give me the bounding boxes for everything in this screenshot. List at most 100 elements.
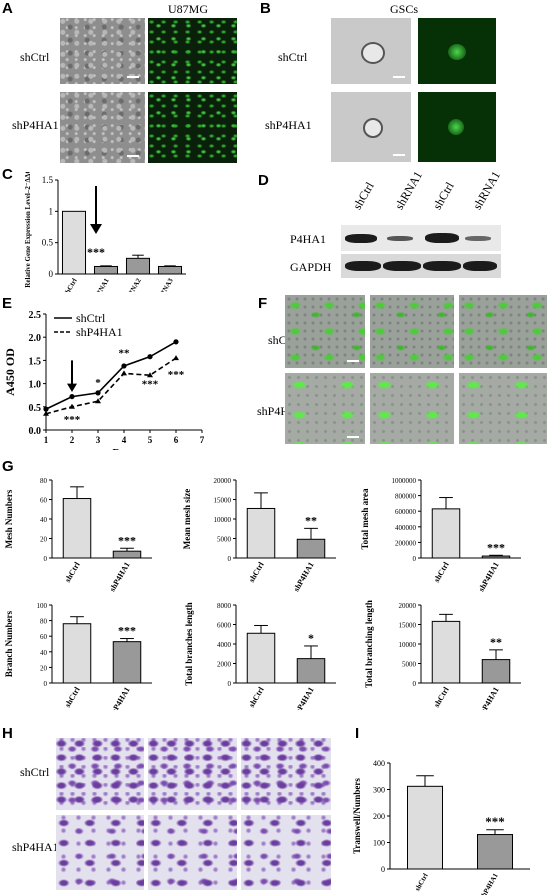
y-axis-label: Total branches length <box>184 602 194 685</box>
panel-label-g: G <box>2 458 14 475</box>
category-label: shRNA3 <box>155 277 175 292</box>
data-point <box>43 410 49 416</box>
category-label: shCtrl <box>432 685 451 709</box>
y-axis-label: Transwell/Numbers <box>352 778 362 854</box>
y-tick-label: 0 <box>44 555 48 563</box>
x-axis-label: Days <box>112 447 136 450</box>
significance-label: *** <box>142 378 159 390</box>
category-label: shP4HA1 <box>479 872 500 895</box>
y-tick-label: 800000 <box>395 493 417 501</box>
y-tick-label: 40 <box>40 649 48 657</box>
y-tick-label: 1.0 <box>29 380 42 391</box>
bar <box>246 632 276 684</box>
category-label: shCtrl <box>247 560 266 584</box>
category-label: shRNA1 <box>91 277 111 292</box>
series-line <box>45 357 177 415</box>
y-tick-label: 1000000 <box>392 477 417 485</box>
y-tick-label: 15000 <box>399 622 417 630</box>
blot-label-gapdh: GAPDH <box>290 260 332 274</box>
legend-label: shP4HA1 <box>76 325 123 339</box>
panel-label-e: E <box>2 295 13 312</box>
y-tick-label: 2.0 <box>29 333 42 344</box>
data-point <box>147 372 153 378</box>
significance-label: * <box>95 377 101 389</box>
bar <box>62 498 92 559</box>
significance-label: *** <box>118 533 136 547</box>
significance-label: *** <box>487 540 505 554</box>
bar <box>431 620 461 684</box>
bar <box>93 265 119 275</box>
panel-a-row-shp4ha1: shP4HA1 <box>12 118 59 132</box>
y-tick-label: 15000 <box>214 497 232 505</box>
category-label: shCtrl <box>247 685 266 709</box>
significance-label: ** <box>490 635 502 649</box>
chart-e: 0.0 0.5 1.0 1.5 2.0 2.5 1 2 3 4 5 6 7 Days A450 OD shCt… <box>3 310 205 450</box>
bar <box>112 641 142 684</box>
blot-band-gapdh <box>341 254 501 278</box>
y-tick-label: 300 <box>373 786 385 795</box>
y-tick-label: 100 <box>37 602 48 610</box>
y-tick-label: 20 <box>40 664 48 672</box>
panel-label-b: B <box>260 0 271 17</box>
y-tick-label: 80 <box>40 618 48 626</box>
blot-lane-label: shCtrl <box>430 179 457 212</box>
y-axis-label: Total mesh area <box>360 488 370 550</box>
category-label: shP4HA1 <box>292 686 316 711</box>
blot-lane-label: shCtrl <box>350 179 377 212</box>
transwell-shp4ha1-2 <box>148 815 237 890</box>
category-label: shP4HA1 <box>477 686 501 711</box>
blot-label-p4ha1: P4HA1 <box>290 232 327 246</box>
bar <box>125 257 151 275</box>
y-tick-label: 0 <box>49 269 54 279</box>
legend-label: shCtrl <box>76 311 106 325</box>
bar <box>477 834 513 870</box>
bar <box>431 508 461 559</box>
x-tick-label: 7 <box>200 435 205 445</box>
y-tick-label: 1.5 <box>42 175 54 185</box>
category-label: shCtrl <box>63 560 82 584</box>
y-tick-label: 0 <box>228 680 232 688</box>
blot-lane-label: shRNA1 <box>470 168 504 212</box>
significance-label: * <box>308 631 314 645</box>
y-tick-label: 400 <box>373 759 385 768</box>
panel-label-f: F <box>258 295 268 312</box>
panel-a-title: U87MG <box>168 2 209 16</box>
y-tick-label: 200000 <box>395 539 417 547</box>
transwell-shctrl-3 <box>241 738 331 810</box>
x-tick-label: 5 <box>148 435 153 445</box>
tube-image-shctrl-2 <box>370 295 454 368</box>
panel-h-row-shctrl: shCtrl <box>20 765 50 779</box>
panel-b-row-shctrl: shCtrl <box>278 50 308 64</box>
y-tick-label: 10000 <box>214 516 232 524</box>
category-label: shCtrl <box>63 685 82 709</box>
gsc-gfp-shp4ha1 <box>418 92 496 162</box>
y-tick-label: 0 <box>381 865 385 874</box>
data-point <box>147 354 153 360</box>
blot-lane-label: shRNA1 <box>392 168 426 212</box>
bar <box>157 265 183 275</box>
y-tick-label: 20000 <box>214 477 232 485</box>
y-tick-label: 1.5 <box>29 356 42 367</box>
x-tick-label: 2 <box>70 435 75 445</box>
y-tick-label: 100 <box>373 839 385 848</box>
x-tick-label: 3 <box>96 435 101 445</box>
series-line <box>45 341 177 410</box>
bar <box>296 538 326 559</box>
x-tick-label: 1 <box>44 435 49 445</box>
data-point <box>95 398 101 404</box>
data-point <box>95 390 101 396</box>
data-point <box>121 363 127 369</box>
gsc-brightfield-shctrl <box>331 18 411 84</box>
y-tick-label: 40 <box>40 516 48 524</box>
panel-label-d: D <box>258 172 269 189</box>
y-tick-label: 0 <box>228 555 232 563</box>
y-tick-label: 20 <box>40 536 48 544</box>
y-tick-label: 0.0 <box>29 426 42 437</box>
y-axis-label: Branch Numbers <box>4 610 14 677</box>
y-axis-label: Mesh Numbers <box>4 489 14 548</box>
tube-image-shp4ha1-2 <box>370 373 454 444</box>
category-label: shRNA2 <box>123 277 143 292</box>
panel-label-a: A <box>2 0 13 17</box>
y-tick-label: 20000 <box>399 602 417 610</box>
